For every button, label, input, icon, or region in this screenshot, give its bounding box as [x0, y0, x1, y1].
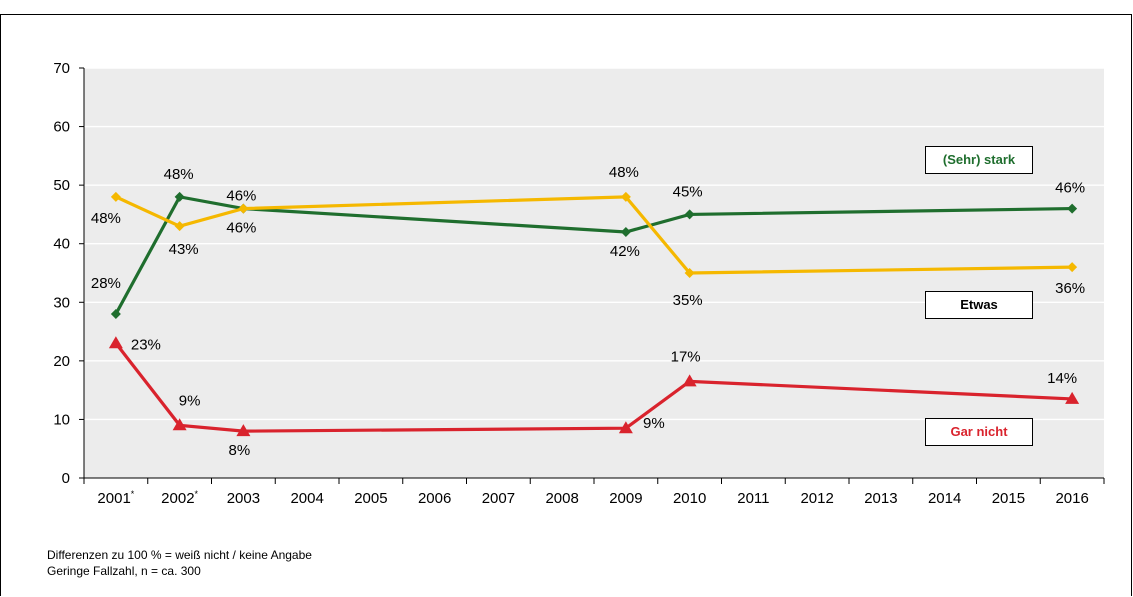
data-point — [620, 227, 631, 237]
legend-sehr-stark: (Sehr) stark — [925, 146, 1033, 174]
data-point — [684, 268, 695, 278]
data-point — [618, 421, 633, 434]
y-tick-label: 60 — [53, 119, 70, 136]
chart-frame — [0, 14, 1132, 596]
x-tick-label: 2004 — [290, 490, 323, 507]
data-label: 35% — [673, 292, 703, 309]
data-label: 28% — [91, 275, 121, 292]
x-tick-label: 2007 — [482, 490, 515, 507]
x-tick-label: 2009 — [609, 490, 642, 507]
x-tick-label: 2013 — [864, 490, 897, 507]
data-point — [108, 336, 123, 349]
x-tick-label: 2011 — [737, 490, 769, 507]
plot-area — [84, 68, 1104, 478]
data-point — [110, 191, 121, 202]
data-label: 46% — [1055, 180, 1085, 197]
data-label: 46% — [226, 188, 256, 205]
data-point — [110, 309, 121, 319]
data-point — [620, 191, 631, 202]
x-tick-label: 2014 — [928, 490, 961, 507]
y-tick-label: 20 — [53, 353, 70, 370]
data-point — [1067, 262, 1078, 273]
x-tick-label: 2006 — [418, 490, 451, 507]
note-differences: Differenzen zu 100 % = weiß nicht / kein… — [47, 548, 312, 562]
y-tick-label: 10 — [53, 411, 70, 428]
data-point — [1065, 391, 1080, 404]
data-point — [238, 203, 249, 214]
y-tick-label: 0 — [62, 470, 70, 487]
data-label: 48% — [91, 210, 121, 227]
data-label: 17% — [671, 348, 701, 365]
x-tick-label: 2012 — [800, 490, 833, 507]
series-line — [114, 195, 1073, 315]
data-label: 8% — [229, 442, 251, 459]
x-tick-label: 2008 — [545, 490, 578, 507]
data-label: 9% — [643, 415, 665, 432]
data-point — [682, 374, 697, 387]
data-point — [236, 424, 251, 437]
y-tick-label: 40 — [53, 236, 70, 253]
x-tick-label: 2002* — [161, 489, 198, 507]
x-tick-label: 2016 — [1055, 490, 1088, 507]
data-label: 48% — [164, 166, 194, 183]
series-line — [114, 342, 1073, 433]
data-point — [684, 209, 695, 220]
x-tick-label: 2005 — [354, 490, 387, 507]
data-point — [174, 221, 185, 232]
y-tick-label: 30 — [53, 294, 70, 311]
x-tick-label: 2010 — [673, 490, 706, 507]
note-sample-size: Geringe Fallzahl, n = ca. 300 — [47, 564, 201, 578]
data-point — [174, 191, 185, 202]
x-tick-label: 2015 — [992, 490, 1025, 507]
series-line — [115, 195, 1073, 275]
y-tick-label: 50 — [53, 177, 70, 194]
data-label: 23% — [131, 336, 161, 353]
data-label: 42% — [610, 243, 640, 260]
data-label: 43% — [169, 241, 199, 258]
legend-etwas: Etwas — [925, 291, 1033, 319]
data-point — [1067, 203, 1078, 214]
data-label: 14% — [1047, 370, 1077, 387]
x-tick-label: 2001* — [97, 489, 134, 507]
data-label: 46% — [226, 220, 256, 237]
x-tick-label: 2003 — [227, 490, 260, 507]
data-label: 9% — [179, 392, 201, 409]
legend-gar-nicht: Gar nicht — [925, 418, 1033, 446]
data-point — [172, 418, 187, 431]
data-label: 36% — [1055, 280, 1085, 297]
data-label: 48% — [609, 164, 639, 181]
data-label: 45% — [673, 183, 703, 200]
y-tick-label: 70 — [53, 60, 70, 77]
